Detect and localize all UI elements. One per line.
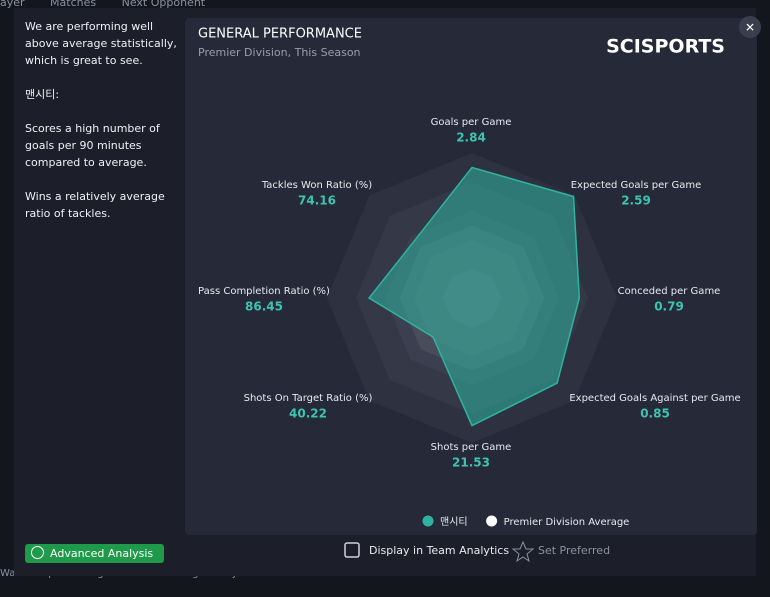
axis-value: 86.45 [245, 300, 283, 314]
axis-label: Conceded per Game [618, 286, 721, 297]
tab[interactable]: ayer [0, 0, 25, 9]
chart-subtitle: Premier Division, This Season [198, 46, 361, 59]
axis-value: 74.16 [298, 194, 336, 208]
legend-marker [486, 515, 498, 527]
advanced-analysis-button[interactable]: Advanced Analysis [25, 544, 164, 563]
legend-label: Premier Division Average [504, 517, 630, 528]
tab[interactable]: Matches [50, 0, 97, 9]
axis-value: 0.85 [640, 407, 670, 421]
axis-label: Shots On Target Ratio (%) [244, 393, 373, 404]
legend-label: 맨시티 [440, 516, 468, 528]
axis-value: 2.84 [456, 131, 486, 145]
summary-text: We are performing well above average sta… [25, 20, 177, 67]
close-button[interactable] [739, 16, 761, 38]
axis-label: Expected Goals per Game [571, 180, 702, 191]
radar-area [367, 166, 581, 427]
axis-label: Pass Completion Ratio (%) [198, 286, 330, 297]
brand-logo: SCISPORTS [606, 36, 725, 58]
axis-value: 2.59 [621, 194, 651, 208]
axis-value: 0.79 [654, 300, 684, 314]
summary-text: Wins a relatively average ratio of tackl… [25, 190, 165, 220]
button-label: Advanced Analysis [50, 547, 154, 560]
axis-label: Expected Goals Against per Game [569, 393, 740, 404]
star-icon[interactable] [511, 540, 535, 563]
axis-value: 40.22 [289, 407, 327, 421]
tab[interactable]: Next Opponent [121, 0, 206, 9]
summary-text: Scores a high number of goals per 90 min… [25, 122, 160, 169]
axis-value: 21.53 [452, 456, 490, 470]
background-tabs: ayer Matches Next Opponent [0, 0, 227, 9]
icon [31, 546, 44, 559]
legend-marker [422, 515, 434, 527]
close-icon: ✕ [745, 21, 755, 35]
checkbox[interactable] [344, 542, 360, 558]
axis-label: Goals per Game [431, 117, 512, 128]
chart-title: GENERAL PERFORMANCE [198, 27, 362, 42]
axis-label: Tackles Won Ratio (%) [261, 180, 372, 191]
summary: We are performing well above average sta… [25, 18, 181, 239]
axis-label: Shots per Game [431, 442, 512, 453]
set-preferred[interactable]: Set Preferred [538, 544, 610, 557]
checkbox-label[interactable]: Display in Team Analytics [369, 544, 509, 557]
summary-text: 맨시티: [25, 88, 60, 101]
